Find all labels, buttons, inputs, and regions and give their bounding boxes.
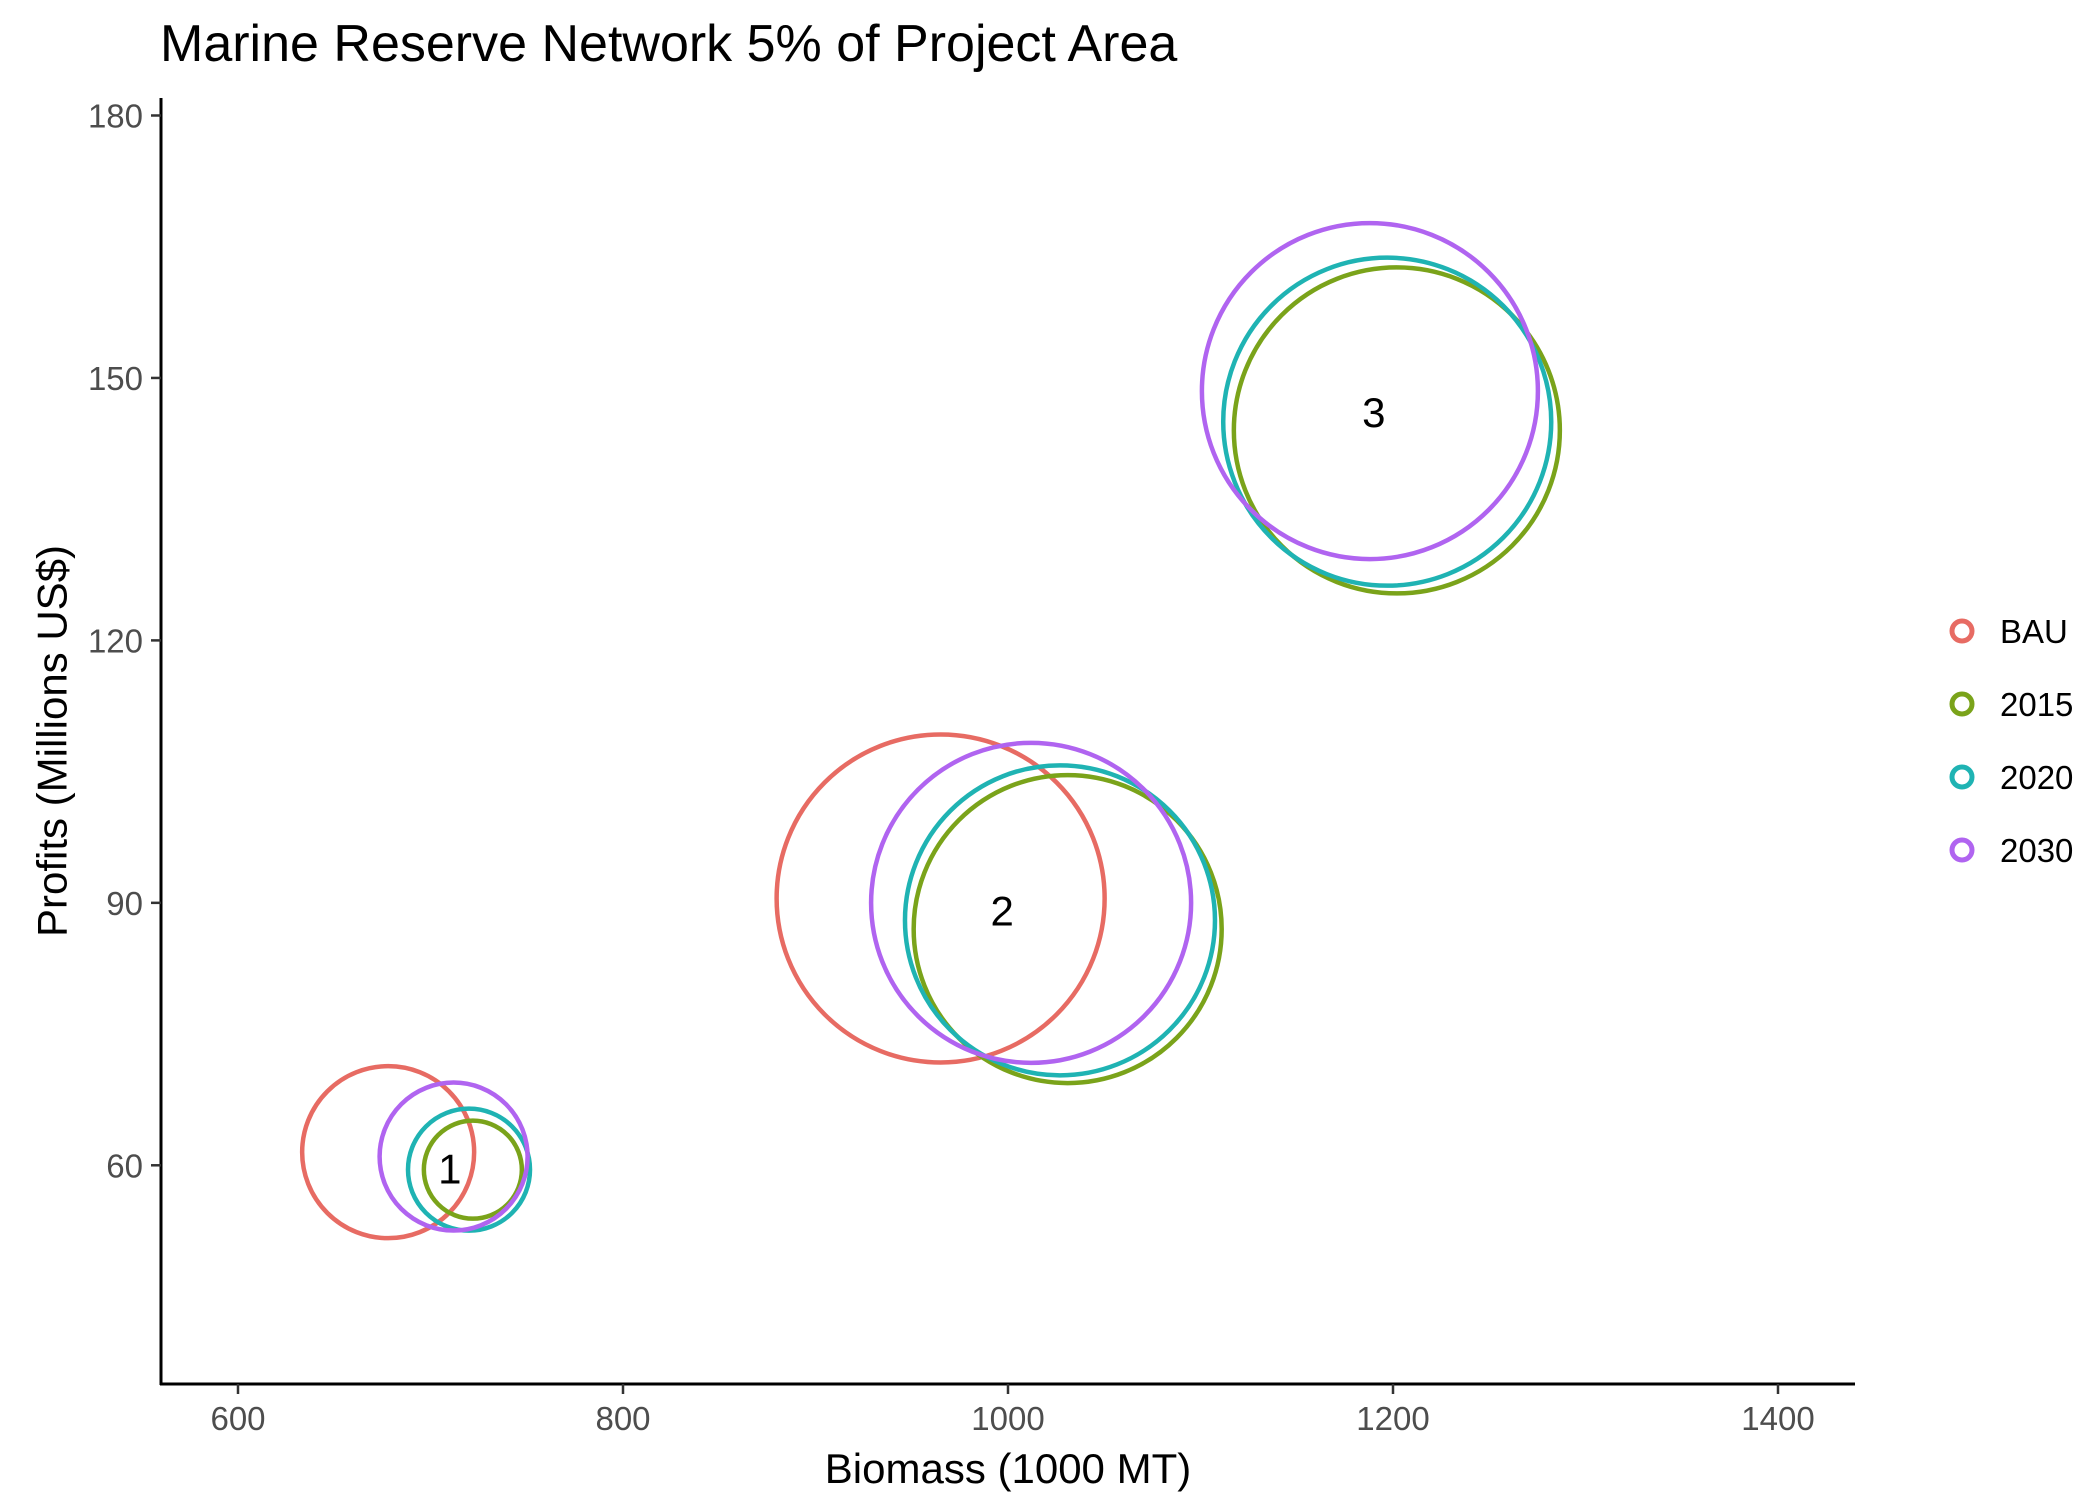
bubble-group-label-2: 2 bbox=[991, 888, 1014, 935]
y-tick-label: 180 bbox=[88, 97, 143, 134]
bubble-2015-1 bbox=[421, 1118, 525, 1221]
axes: 600 800 1000 1200 1400 60 90 120 150 180 bbox=[88, 97, 1855, 1437]
x-tick-label: 600 bbox=[210, 1400, 265, 1437]
y-tick-label: 90 bbox=[106, 885, 143, 922]
bubble-bau-1 bbox=[299, 1063, 477, 1241]
bubble-bau-2 bbox=[774, 732, 1107, 1065]
legend-key-2020 bbox=[1949, 764, 1975, 790]
bubble-2020-3 bbox=[1220, 255, 1554, 588]
y-tick-label: 60 bbox=[106, 1147, 143, 1184]
bubble-group-label-3: 3 bbox=[1362, 389, 1385, 436]
bubble-2030-3 bbox=[1199, 220, 1541, 562]
legend-key-2030 bbox=[1949, 837, 1975, 863]
y-tick-label: 150 bbox=[88, 360, 143, 397]
bubble-2015-2 bbox=[911, 772, 1224, 1086]
x-tick-label: 1200 bbox=[1356, 1400, 1429, 1437]
annotations-layer: 1 2 3 bbox=[438, 389, 1385, 1193]
y-axis-title: Profits (Millions US$) bbox=[29, 545, 76, 937]
y-tick-label: 120 bbox=[88, 622, 143, 659]
chart-title: Marine Reserve Network 5% of Project Are… bbox=[160, 15, 1178, 73]
x-tick-label: 800 bbox=[595, 1400, 650, 1437]
bubble-2015-3 bbox=[1231, 265, 1563, 596]
legend-label-2030: 2030 bbox=[2000, 832, 2073, 869]
x-tick-label: 1400 bbox=[1741, 1400, 1814, 1437]
x-tick-label: 1000 bbox=[971, 1400, 1044, 1437]
legend-key-2015 bbox=[1949, 691, 1975, 717]
legend-label-2020: 2020 bbox=[2000, 759, 2073, 796]
legend-label-2015: 2015 bbox=[2000, 686, 2073, 723]
bubble-2030-2 bbox=[868, 740, 1194, 1066]
legend: BAU 2015 2020 2030 bbox=[1949, 613, 2073, 869]
bubble-2030-1 bbox=[377, 1080, 530, 1233]
bubbles-layer bbox=[299, 220, 1563, 1241]
legend-key-bau bbox=[1949, 618, 1975, 644]
bubble-group-label-1: 1 bbox=[438, 1146, 461, 1193]
bubble-2020-2 bbox=[902, 763, 1218, 1078]
legend-label-bau: BAU bbox=[2000, 613, 2068, 650]
x-axis-title: Biomass (1000 MT) bbox=[825, 1445, 1191, 1492]
